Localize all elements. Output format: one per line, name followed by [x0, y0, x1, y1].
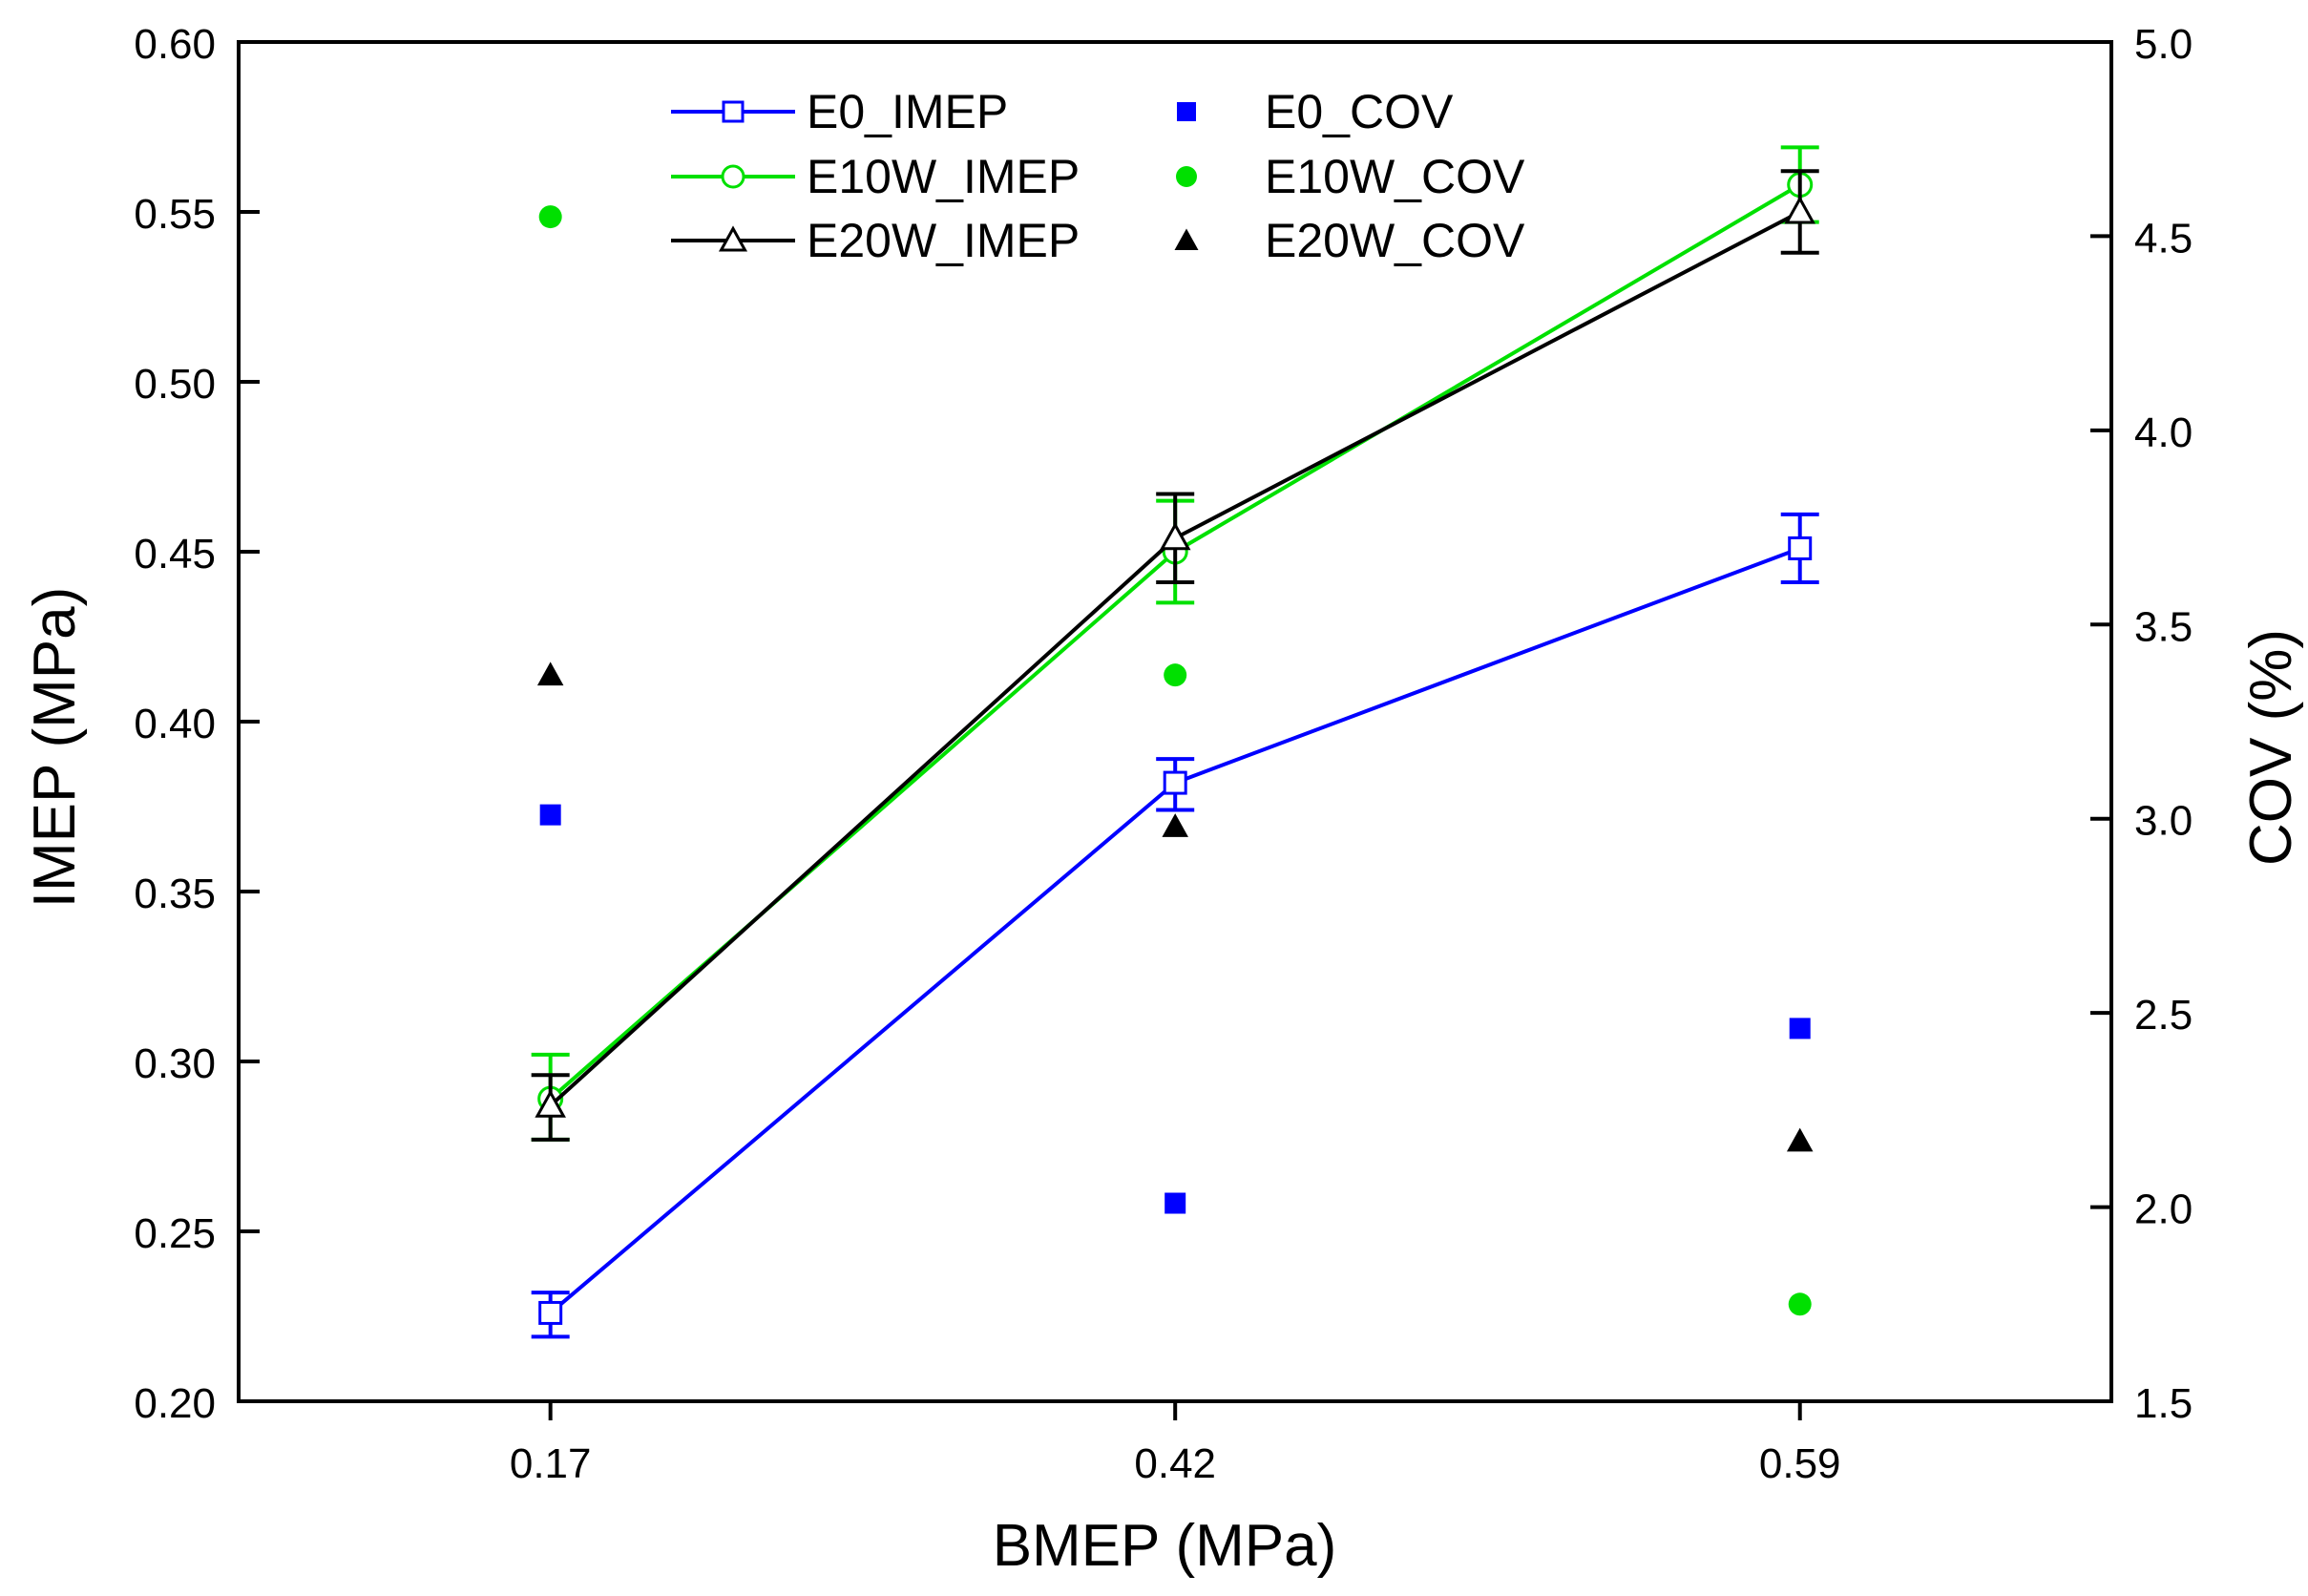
series-e10w-imep [531, 145, 1819, 1142]
series-e0-imep [531, 512, 1819, 1339]
data-point [538, 205, 562, 229]
y2-tick-label: 3.0 [2134, 798, 2193, 845]
y-tick-label: 0.60 [134, 21, 216, 68]
legend-label: E0_COV [1265, 85, 1454, 138]
legend-marker [1177, 102, 1196, 121]
y-tick-label: 0.20 [134, 1380, 216, 1427]
data-point [1789, 1018, 1811, 1040]
data-point [539, 804, 561, 826]
legend-label: E20W_IMEP [807, 214, 1080, 267]
legend-item-e10w-imep: E10W_IMEP [671, 150, 1080, 203]
legend-marker [1176, 166, 1197, 187]
data-point [1162, 813, 1188, 837]
data-point [535, 1089, 566, 1118]
data-point [1163, 770, 1187, 795]
legend-label: E10W_IMEP [807, 150, 1080, 203]
x-tick-label: 0.59 [1759, 1440, 1841, 1487]
legend-item-e0-imep: E0_IMEP [671, 85, 1008, 138]
y2-tick-label: 3.5 [2134, 603, 2193, 650]
data-point [1786, 1127, 1814, 1152]
x-tick-label: 0.42 [1134, 1440, 1216, 1487]
data-point [1788, 1292, 1812, 1316]
series-line [549, 182, 1801, 1101]
legend-item-e0-cov: E0_COV [1177, 85, 1454, 138]
data-point [1164, 1192, 1186, 1214]
y-tick-label: 0.50 [134, 361, 216, 408]
legend-label: E0_IMEP [807, 85, 1008, 138]
series-e0-cov [539, 804, 1811, 1214]
legend-marker [721, 164, 745, 189]
series-line [549, 210, 1801, 1107]
x-axis-label: BMEP (MPa) [993, 1513, 1337, 1579]
legend-label: E20W_COV [1265, 214, 1525, 267]
legend-item-e20w-cov: E20W_COV [1174, 214, 1525, 267]
legend-marker [722, 100, 745, 123]
y-axis-label: IMEP (MPa) [22, 587, 88, 908]
legend-label: E10W_COV [1265, 150, 1525, 203]
series-e10w-cov [538, 205, 1812, 1316]
data-point [1784, 196, 1816, 224]
legend-item-e20w-imep: E20W_IMEP [671, 214, 1080, 267]
data-point [536, 662, 564, 686]
y2-tick-label: 2.0 [2134, 1186, 2193, 1233]
legend-marker [718, 225, 748, 252]
data-point [538, 1300, 563, 1325]
y-tick-label: 0.25 [134, 1210, 216, 1257]
y-tick-label: 0.40 [134, 701, 216, 747]
y-tick-label: 0.45 [134, 531, 216, 578]
data-point [1164, 663, 1187, 687]
data-point [1159, 521, 1191, 551]
data-point [1788, 536, 1813, 560]
y2-tick-label: 5.0 [2134, 21, 2193, 68]
legend-marker [1174, 228, 1199, 250]
y-tick-label: 0.55 [134, 191, 216, 238]
y2-tick-label: 4.0 [2134, 410, 2193, 456]
y-tick-label: 0.35 [134, 871, 216, 917]
y2-tick-label: 4.5 [2134, 215, 2193, 262]
legend-item-e10w-cov: E10W_COV [1176, 150, 1525, 203]
x-tick-label: 0.17 [510, 1440, 592, 1487]
series-e20w-cov [536, 662, 1814, 1152]
y2-tick-label: 2.5 [2134, 992, 2193, 1039]
y2-axis-label: COV (%) [2238, 629, 2304, 866]
y2-tick-label: 1.5 [2134, 1380, 2193, 1427]
y-tick-label: 0.30 [134, 1040, 216, 1087]
series-e20w-imep [531, 169, 1819, 1142]
